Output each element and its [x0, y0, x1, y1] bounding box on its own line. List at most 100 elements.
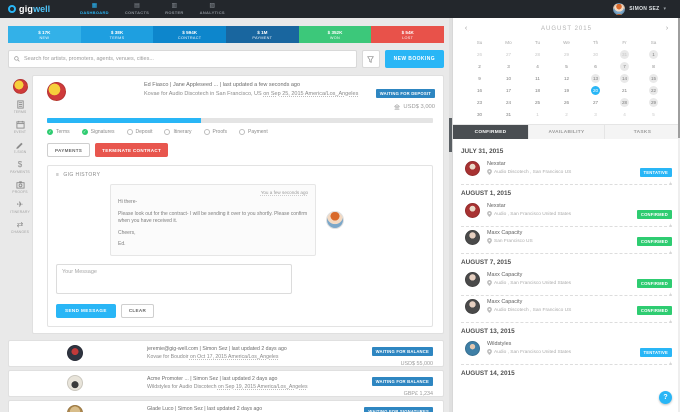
rail-item-proofs[interactable]: PROOFS [12, 180, 28, 194]
calendar-day[interactable]: 30 [476, 112, 483, 117]
calendar-day[interactable]: 21 [621, 88, 628, 93]
calendar-day[interactable]: 19 [563, 88, 570, 93]
rail-item-terms[interactable]: TERMS [14, 100, 27, 114]
stat-chip-payment[interactable]: $ 1M PAYMENT [226, 26, 299, 43]
stat-chip-contract[interactable]: $ 594K CONTRACT [153, 26, 227, 43]
calendar-day[interactable]: 24 [505, 100, 512, 105]
booking-row[interactable]: Acme Promoter ... | Simon Sez | last upd… [8, 369, 444, 397]
calendar-day[interactable]: 13 [591, 74, 600, 83]
rail-item-payments[interactable]: $ PAYMENTS [10, 160, 30, 174]
calendar-day[interactable]: 2 [478, 64, 481, 69]
step-proofs[interactable]: Proofs [203, 129, 227, 135]
tab-tasks[interactable]: TASKS [605, 125, 680, 139]
stat-chip-won[interactable]: $ 352K WON [298, 26, 372, 43]
tab-confirmed[interactable]: CONFIRMED [453, 125, 529, 139]
calendar-day[interactable]: 9 [478, 76, 481, 81]
calendar-day[interactable]: 1 [649, 50, 658, 59]
rail-item-itinerary[interactable]: ✈ ITINERARY [10, 200, 30, 214]
event-item[interactable]: Nexstar Audio , San Francisco United Stat… [461, 200, 672, 229]
terminate-contract-button[interactable]: TERMINATE CONTRACT [95, 143, 169, 157]
calendar-day[interactable]: 27 [505, 52, 512, 57]
help-button[interactable]: ? [659, 391, 672, 404]
nav-item-dashboard[interactable]: ▦ DASHBOARD [80, 3, 109, 15]
rail-item-changes[interactable]: ⇄ CHANGES [11, 220, 29, 234]
calendar-day[interactable]: 31 [505, 112, 512, 117]
add-icon[interactable]: + [669, 181, 672, 187]
calendar-day[interactable]: 18 [534, 88, 541, 93]
clear-button[interactable]: CLEAR [120, 303, 155, 318]
main-scrollbar-thumb[interactable] [449, 118, 452, 152]
summary-date-link[interactable]: on Sep 19, 2015 America/Los_Angeles [217, 384, 308, 390]
calendar-day[interactable]: 27 [592, 100, 599, 105]
calendar-day[interactable]: 10 [505, 76, 512, 81]
calendar-day[interactable]: 16 [476, 88, 483, 93]
calendar-day[interactable]: 6 [594, 64, 597, 69]
calendar-day[interactable]: 12 [563, 76, 570, 81]
calendar-day[interactable]: 11 [535, 76, 540, 81]
add-icon[interactable]: + [669, 292, 672, 298]
panel-scrollbar-thumb[interactable] [678, 18, 680, 138]
booking-detail-header[interactable]: Ed Fiasco | Jane Appleseed ... | last up… [33, 76, 443, 114]
message-input[interactable] [56, 263, 292, 294]
nav-item-contacts[interactable]: ▤ CONTACTS [125, 3, 149, 15]
step-itinerary[interactable]: Itinerary [164, 129, 192, 135]
nav-item-analytics[interactable]: ▨ ANALYTICS [200, 3, 225, 15]
step-signatures[interactable]: ✓ Signatures [81, 129, 115, 135]
stat-chip-new[interactable]: $ 17K NEW [8, 26, 81, 43]
calendar-day[interactable]: 17 [505, 88, 512, 93]
new-booking-button[interactable]: NEW BOOKING [384, 50, 444, 68]
rail-item-e-sign[interactable]: E-SIGN [14, 140, 27, 154]
booking-row[interactable]: jeremie@gig-well.com | Simon Sez | last … [8, 339, 444, 367]
calendar-day[interactable]: 8 [652, 64, 655, 69]
calendar-day[interactable]: 3 [594, 112, 597, 117]
booking-row[interactable]: Glade Luco | Simon Sez | last updated 2 … [8, 399, 444, 412]
calendar-day[interactable]: 29 [649, 98, 658, 107]
calendar-day[interactable]: 29 [563, 52, 570, 57]
summary-date-link[interactable]: on Sep 25, 2015 America/Los_Angeles [263, 91, 359, 97]
event-item[interactable]: Wildstyles Audio , San Francisco United S… [461, 338, 672, 367]
calendar-day[interactable]: 2 [565, 112, 568, 117]
send-message-button[interactable]: SEND MESSAGE [56, 303, 116, 318]
panel-scrollbar[interactable] [678, 18, 680, 412]
calendar-day[interactable]: 7 [620, 62, 629, 71]
calendar-day[interactable]: 23 [476, 100, 483, 105]
calendar-day[interactable]: 5 [565, 64, 568, 69]
calendar-day[interactable]: 26 [563, 100, 570, 105]
search-input[interactable] [24, 56, 351, 62]
event-item[interactable]: Maxx Capacity Audio , San Francisco Unite… [461, 269, 672, 298]
calendar-day[interactable]: 5 [652, 112, 655, 117]
user-menu[interactable]: SIMON SEZ ▾ [613, 3, 666, 15]
step-deposit[interactable]: Deposit [126, 129, 152, 135]
brand-logo[interactable]: gig well [8, 4, 50, 14]
calendar-day[interactable]: 1 [536, 112, 539, 117]
calendar-day[interactable]: 28 [620, 98, 629, 107]
stat-chip-terms[interactable]: $ 38K TERMS [80, 26, 154, 43]
step-payment[interactable]: Payment [239, 129, 268, 135]
calendar-day[interactable]: 26 [476, 52, 483, 57]
tab-availability[interactable]: AVAILABILITY [529, 125, 605, 139]
event-item[interactable]: Maxx Capacity Audio Discotech , San Franc… [461, 296, 672, 325]
calendar-next-icon[interactable]: › [665, 25, 669, 32]
calendar-day[interactable]: 31 [620, 50, 629, 59]
calendar-day-today[interactable]: 20 [591, 86, 600, 95]
add-icon[interactable]: + [669, 223, 672, 229]
calendar-day[interactable]: 4 [536, 64, 539, 69]
add-icon[interactable]: + [669, 319, 672, 325]
summary-date-link[interactable]: on Oct 17, 2015 America/Los_Angeles [189, 354, 279, 360]
calendar-day[interactable]: 30 [592, 52, 599, 57]
event-item[interactable]: Nexstar Audio Discotech , San Francisco U… [461, 158, 672, 187]
stat-chip-lost[interactable]: $ 54K LOST [371, 26, 445, 43]
add-icon[interactable]: + [669, 361, 672, 367]
calendar-day[interactable]: 3 [507, 64, 510, 69]
calendar-day[interactable]: 4 [623, 112, 626, 117]
main-scrollbar[interactable] [449, 18, 452, 412]
step-terms[interactable]: ✓ Terms [47, 129, 70, 135]
calendar-day[interactable]: 15 [649, 74, 658, 83]
nav-item-roster[interactable]: ▥ ROSTER [165, 3, 183, 15]
calendar-day[interactable]: 25 [534, 100, 541, 105]
event-item[interactable]: Maxx Capacity San Francisco US CONFIRMED + [461, 227, 672, 256]
calendar-day[interactable]: 28 [534, 52, 541, 57]
calendar-prev-icon[interactable]: ‹ [464, 25, 468, 32]
rail-item-event[interactable]: EVENT [14, 120, 26, 134]
payments-button[interactable]: PAYMENTS [47, 143, 91, 157]
